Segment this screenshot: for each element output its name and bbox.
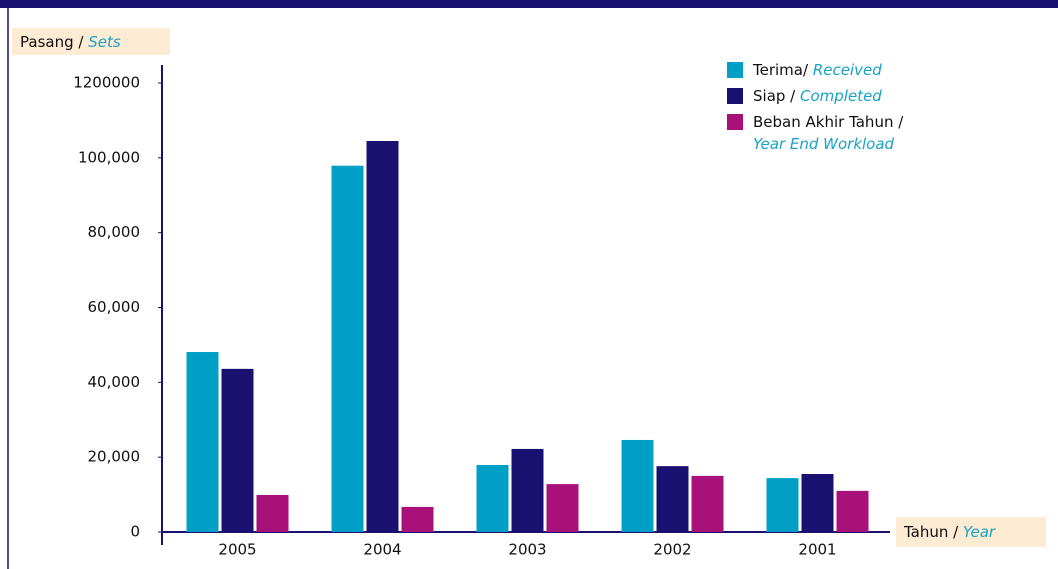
y-tick-label: 60,000: [88, 298, 141, 316]
legend-swatch: [727, 88, 743, 104]
bar: [401, 506, 434, 532]
y-tick-label: 100,000: [78, 148, 140, 166]
bar: [331, 165, 364, 532]
bar: [766, 478, 799, 532]
top-bar: [0, 0, 1058, 8]
y-axis-label: Pasang / Sets: [20, 33, 121, 51]
x-tick-label: 2005: [218, 541, 256, 559]
y-tick-label: 80,000: [88, 223, 141, 241]
y-label-bg: [12, 28, 170, 55]
y-tick-label: 20,000: [88, 448, 141, 466]
x-tick-label: 2003: [508, 541, 546, 559]
bar: [656, 466, 689, 532]
x-tick-label: 2004: [363, 541, 401, 559]
bar: [221, 368, 254, 532]
legend-swatch: [727, 114, 743, 130]
bar: [186, 352, 219, 532]
x-tick-label: 2002: [653, 541, 691, 559]
x-tick-label: 2001: [798, 541, 836, 559]
y-tick-label: 0: [130, 523, 140, 541]
bar: [511, 448, 544, 532]
bar: [476, 465, 509, 532]
legend-swatch: [727, 62, 743, 78]
y-tick-label: 40,000: [88, 373, 141, 391]
y-tick-label: 1200000: [73, 74, 140, 92]
x-axis-label: Tahun / Year: [903, 523, 996, 541]
bar: [621, 439, 654, 532]
bar: [691, 475, 724, 532]
legend-label: Terima/ Received: [752, 61, 882, 79]
bar: [256, 494, 289, 532]
bar: [546, 484, 579, 532]
legend-label: Siap / Completed: [753, 87, 882, 105]
bar: [366, 140, 399, 532]
bar: [801, 474, 834, 532]
x-label-bg: [896, 517, 1046, 547]
legend-label: Beban Akhir Tahun / Year End Workload: [753, 113, 904, 153]
bar: [836, 490, 869, 532]
